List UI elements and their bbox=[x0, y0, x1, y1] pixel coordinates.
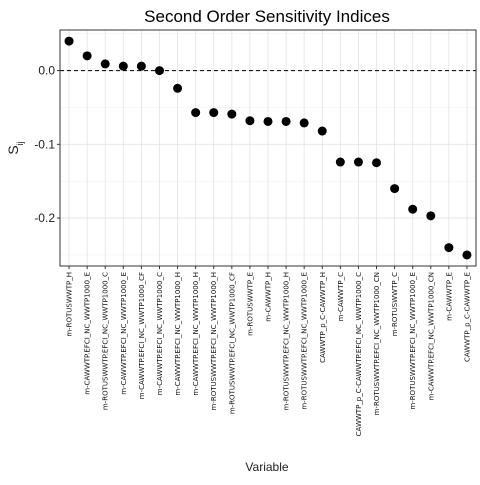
x-tick-label: m-CAWWTP.EFCI_NC_WWTP1000_E bbox=[120, 272, 128, 395]
plot-panel bbox=[59, 29, 477, 267]
data-point bbox=[82, 51, 92, 61]
x-tick-label: m-ROTUSWWTP_H bbox=[66, 272, 74, 337]
data-point bbox=[209, 108, 219, 118]
data-point bbox=[173, 83, 183, 93]
data-point bbox=[408, 204, 418, 214]
data-point bbox=[426, 211, 436, 221]
data-point bbox=[136, 61, 146, 71]
x-axis: m-ROTUSWWTP_H m-CAWWTP.EFCI_NC_WWTP1000_E… bbox=[66, 266, 471, 436]
x-tick-label: CAWWTP_p_C-CAWWTP_E bbox=[463, 272, 471, 362]
data-points bbox=[64, 36, 472, 260]
data-point bbox=[444, 243, 454, 253]
y-axis-title: Sij bbox=[5, 141, 25, 154]
x-axis-title: Variable bbox=[245, 460, 288, 474]
data-point bbox=[100, 59, 110, 69]
data-point bbox=[335, 157, 345, 167]
x-tick-label: m-CAWWTP_H bbox=[265, 272, 273, 322]
data-point bbox=[263, 116, 273, 126]
data-point bbox=[191, 108, 201, 118]
data-point bbox=[154, 66, 164, 76]
x-tick-label: m-CAWWTP_E bbox=[445, 272, 453, 321]
data-point bbox=[64, 36, 74, 46]
x-tick-label: m-ROTUSWWTP.EFCI_NC_WWTP1000_H bbox=[210, 272, 218, 410]
y-axis-title-main: S bbox=[5, 145, 21, 154]
x-tick-label: CAWWTP_p_C-CAWWTP.EFCI_NC_WWTP1000_C bbox=[355, 272, 363, 436]
data-point bbox=[317, 126, 327, 136]
x-tick-label: m-ROTUSWWTP.EFCI_NC_WWTP1000_CN bbox=[373, 272, 381, 415]
data-point bbox=[281, 116, 291, 126]
data-point bbox=[245, 116, 255, 126]
data-point bbox=[390, 184, 400, 194]
y-tick-label: -0.2 bbox=[34, 211, 55, 225]
data-point bbox=[227, 109, 237, 119]
chart-title: Second Order Sensitivity Indices bbox=[144, 7, 390, 26]
data-point bbox=[372, 158, 382, 168]
x-tick-label: m-CAWWTP.EFCI_NC_WWTP1000_CF bbox=[138, 272, 146, 399]
x-tick-label: m-CAWWTP.EFCI_NC_WWTP1000_E bbox=[84, 272, 92, 395]
x-tick-label: m-ROTUSWWTP_C bbox=[391, 272, 399, 336]
x-tick-label: m-CAWWTP_C bbox=[337, 272, 345, 321]
y-tick-label: 0.0 bbox=[38, 64, 55, 78]
x-tick-label: m-ROTUSWWTP.EFCI_NC_WWTP1000_CF bbox=[228, 272, 236, 414]
x-tick-label: m-ROTUSWWTP.EFCI_NC_WWTP1000_E bbox=[409, 272, 417, 410]
data-point bbox=[353, 157, 363, 167]
x-tick-label: m-CAWWTP.EFCI_NC_WWTP1000_H bbox=[192, 272, 200, 396]
x-tick-label: m-ROTUSWWTP.EFCI_NC_WWTP1000_C bbox=[102, 272, 110, 410]
x-tick-label: m-CAWWTP.EFCI_NC_WWTP1000_C bbox=[156, 272, 164, 395]
x-tick-label: m-CAWWTP.EFCI_NC_WWTP1000_CN bbox=[427, 272, 435, 400]
y-axis-title-subscript: ij bbox=[15, 141, 25, 145]
x-tick-label: m-ROTUSWWTP_E bbox=[246, 272, 254, 336]
x-tick-label: CAWWTP_p_C-CAWWTP_H bbox=[319, 272, 327, 363]
data-point bbox=[299, 118, 309, 128]
data-point bbox=[118, 61, 128, 71]
data-point bbox=[462, 250, 472, 260]
y-tick-label: -0.1 bbox=[34, 137, 55, 151]
x-tick-label: m-ROTUSWWTP.EFCI_NC_WWTP1000_E bbox=[301, 272, 309, 410]
y-axis: 0.0 -0.1 -0.2 bbox=[34, 64, 60, 225]
x-tick-label: m-ROTUSWWTP.EFCI_NC_WWTP1000_H bbox=[283, 272, 291, 410]
x-tick-label: m-CAWWTP.EFCI_NC_WWTP1000_H bbox=[174, 272, 182, 396]
